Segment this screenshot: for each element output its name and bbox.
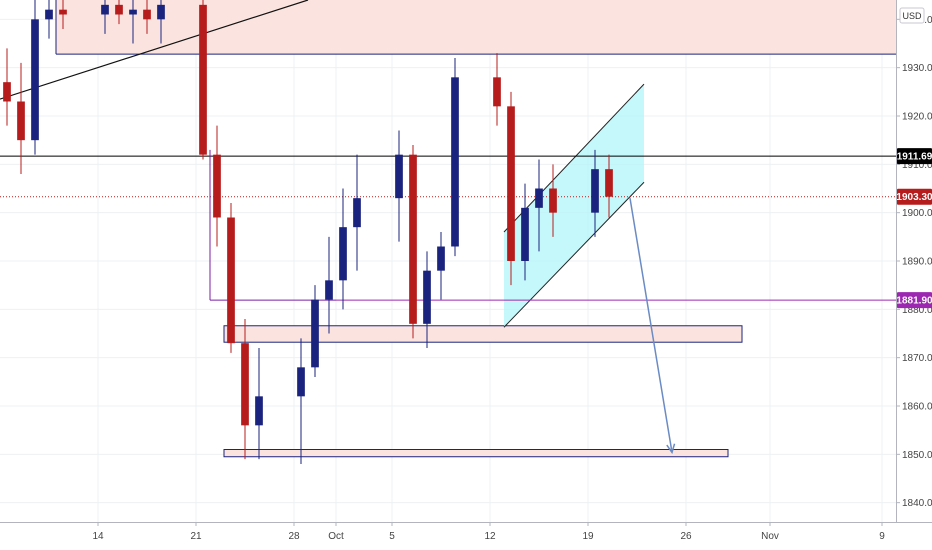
candle-body: [339, 227, 347, 281]
x-tick-label: 26: [680, 531, 692, 542]
arrow-head: [666, 443, 676, 455]
candles: [3, 0, 613, 464]
x-tick-label: 12: [484, 531, 496, 542]
price-badge-label: 1903.30: [896, 192, 932, 203]
y-tick-label: 1890.00: [902, 257, 932, 268]
zone-box: [223, 325, 743, 343]
candle-body: [493, 77, 501, 107]
x-tick-label: 5: [389, 531, 395, 542]
channel: [503, 83, 645, 328]
price-badges: 1911.69 1903.30 1881.90: [896, 148, 932, 309]
candle-body: [45, 9, 53, 20]
price-badge: [897, 148, 932, 165]
arrow-line: [629, 198, 673, 453]
x-tick-label: Nov: [761, 531, 779, 542]
candle-body: [157, 4, 165, 20]
candle-body: [395, 154, 403, 199]
y-tick-label: 1920.00: [902, 112, 932, 123]
price-badge-label: 1881.90: [896, 296, 932, 307]
candle-body: [143, 9, 151, 20]
projection-arrow: [629, 198, 676, 455]
candle-body: [3, 82, 11, 102]
channel-fill: [504, 84, 644, 328]
y-tick-label: 1910.00: [902, 160, 932, 171]
candle-body: [423, 270, 431, 324]
price-axis-background: [896, 0, 932, 550]
candle-body: [535, 188, 543, 208]
candle-body: [227, 217, 235, 344]
x-tick-label: Oct: [328, 531, 344, 542]
currency-label: USD: [902, 11, 922, 21]
channel-upper-line: [503, 83, 645, 233]
horizontal-lines: [0, 0, 896, 301]
candle-body: [325, 280, 333, 300]
candle-body: [591, 169, 599, 213]
candle-body: [199, 4, 207, 155]
zones: [56, 0, 896, 458]
y-tick-label: 1870.00: [902, 353, 932, 364]
y-tick-label: 1930.00: [902, 63, 932, 74]
trendlines: [0, 0, 309, 100]
x-tick-label: 21: [190, 531, 202, 542]
candle-body: [101, 4, 109, 15]
grid: [0, 0, 896, 522]
candle-body: [297, 367, 305, 397]
x-tick-label: 14: [92, 531, 104, 542]
y-tick-label: 1900.00: [902, 208, 932, 219]
candle-body: [507, 106, 515, 261]
candle-body: [255, 396, 263, 426]
candle-body: [437, 246, 445, 271]
x-tick-label: 28: [288, 531, 300, 542]
y-tick-label: 1860.00: [902, 402, 932, 413]
candle-body: [521, 207, 529, 261]
candle-body: [409, 154, 417, 324]
trendline: [0, 0, 309, 100]
candle-body: [451, 77, 459, 247]
price-badge: [897, 292, 932, 309]
x-tick-label: 9: [879, 531, 885, 542]
candle-body: [17, 101, 25, 141]
x-tick-label: 19: [582, 531, 594, 542]
time-axis-background: [0, 522, 932, 550]
candle-body: [129, 9, 137, 15]
y-tick-label: 1840.00: [902, 498, 932, 509]
currency-label-box: [899, 7, 925, 24]
candle-body: [115, 4, 123, 15]
channel-lower-line: [503, 181, 645, 328]
candle-body: [241, 343, 249, 426]
candle-body: [311, 299, 319, 368]
price-badge-label: 1911.69: [897, 152, 932, 163]
candle-body: [31, 19, 39, 141]
price-badge: [897, 188, 932, 205]
y-tick-label: 1850.00: [902, 450, 932, 461]
candle-body: [59, 9, 67, 15]
candle-body: [213, 154, 221, 218]
candle-body: [549, 188, 557, 213]
candle-body: [353, 198, 361, 228]
zone-box: [56, 0, 896, 55]
zone-box: [223, 449, 729, 458]
y-tick-label: 1880.00: [902, 305, 932, 316]
candle-body: [605, 169, 613, 197]
